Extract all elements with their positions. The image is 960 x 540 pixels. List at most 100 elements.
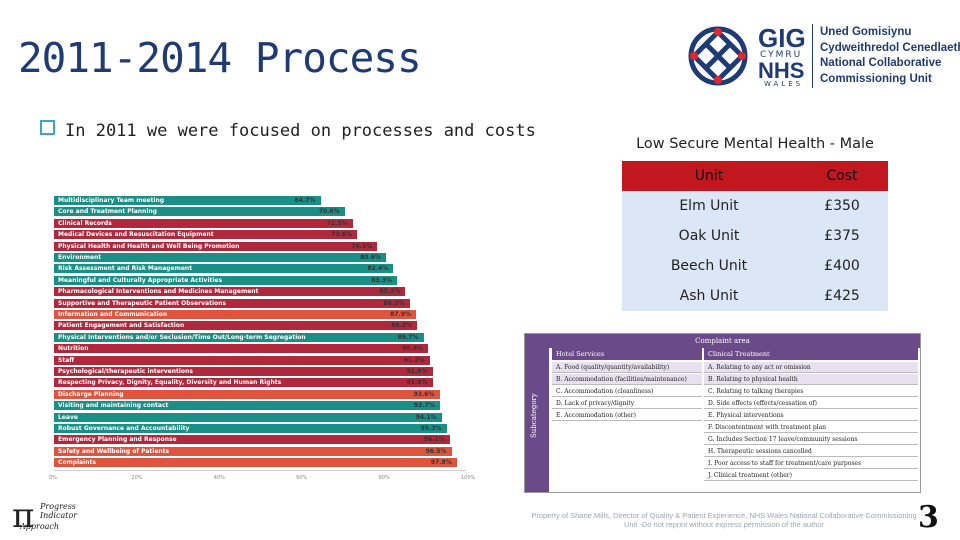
logo-line-1: Uned Gomisiynu	[820, 26, 912, 38]
chart-bar: Visiting and maintaining contact	[54, 401, 441, 411]
bar-value-label: 86.3%	[383, 299, 405, 307]
clinical-treatment-item: C. Relating to talking therapies	[704, 386, 918, 397]
x-tick-label: 60%	[296, 475, 308, 481]
bar-value-label: 73.6%	[331, 231, 353, 239]
logo-nhs: NHS	[758, 58, 805, 83]
chart-bar: Pharmacological Interventions and Medici…	[54, 287, 406, 297]
cost-cell: £375	[796, 221, 888, 251]
bar-category-label: Respecting Privacy, Dignity, Equality, D…	[58, 379, 282, 387]
hotel-services-item: E. Accommodation (other)	[552, 410, 702, 421]
bar-value-label: 91.2%	[403, 356, 425, 364]
chart-bar: Risk Assessment and Risk Management	[54, 264, 394, 274]
bar-value-label: 88.2%	[391, 322, 413, 330]
bar-category-label: Safety and Wellbeing of Patients	[58, 447, 170, 455]
chart-bar: Robust Governance and Accountability	[54, 424, 447, 433]
chart-bar: Meaningful and Culturally Appropriate Ac…	[54, 275, 398, 285]
bullet-point: In 2011 we were focused on processes and…	[40, 120, 536, 141]
logo-line-3: National Collaborative	[820, 57, 942, 70]
bar-category-label: Leave	[58, 413, 78, 421]
complaint-table-header: Complaint area	[525, 334, 920, 348]
logo-gig: GIG	[758, 23, 806, 53]
pi-symbol-icon: π	[12, 496, 35, 536]
unit-cell: Oak Unit	[622, 221, 796, 251]
bar-category-label: Pharmacological Interventions and Medici…	[58, 288, 259, 296]
chart-bar: Clinical Records	[54, 218, 353, 228]
bar-value-label: 96.5%	[425, 447, 447, 455]
hotel-services-item: A. Food (quality/quantity/availability)	[552, 362, 702, 373]
bar-category-label: Psychological/therapeutic interventions	[58, 368, 193, 375]
x-tick-label: 40%	[213, 475, 225, 481]
clinical-treatment-item: B. Relating to physical health	[704, 374, 918, 385]
cost-table-header-unit: Unit	[622, 161, 796, 191]
x-tick-label: 100%	[461, 475, 476, 481]
bar-category-label: Staff	[58, 356, 75, 364]
x-axis-line	[54, 470, 466, 471]
bar-category-label: Environment	[58, 254, 102, 261]
chart-bar: Information and Communication	[54, 310, 417, 319]
logo-unit-names: Uned Gomisiynu Cydweithredol Cenedlaetho…	[820, 25, 960, 87]
bar-category-label: Supportive and Therapeutic Patient Obser…	[58, 299, 226, 307]
bullet-text: In 2011 we were focused on processes and…	[65, 121, 536, 141]
bar-category-label: Robust Governance and Accountability	[58, 425, 190, 432]
cost-cell: £350	[796, 191, 888, 221]
chart-bar: Staff	[54, 355, 430, 365]
table-row: Elm Unit £350	[622, 191, 888, 221]
clinical-treatment-item: F. Discontentment with treatment plan	[704, 422, 918, 433]
bar-category-label: Discharge Planning	[58, 390, 124, 398]
bar-category-label: Meaningful and Culturally Appropriate Ac…	[58, 276, 223, 284]
bar-category-label: Risk Assessment and Risk Management	[58, 265, 193, 273]
logo-wales: WALES	[764, 80, 804, 88]
bar-value-label: 80.6%	[360, 254, 381, 261]
chart-bar: Core and Treatment Planning	[54, 207, 345, 217]
subcategory-label: Subcategory	[530, 393, 538, 438]
bar-value-label: 97.8%	[430, 459, 452, 467]
checkbox-bullet-icon	[40, 120, 55, 135]
logo-line-2: Cydweithredol Cenedlaethol	[820, 41, 960, 54]
bar-value-label: 82.4%	[367, 265, 389, 273]
x-tick-label: 0%	[49, 475, 57, 481]
chart-bar: Discharge Planning	[54, 389, 440, 399]
hotel-services-item: C. Accommodation (cleanliness)	[552, 386, 702, 397]
celtic-knot-icon	[688, 26, 748, 86]
clinical-treatment-item: D. Side effects (effects/cessation of)	[704, 398, 918, 409]
cost-table-caption: Low Secure Mental Health - Male	[622, 126, 888, 161]
chart-bar: Safety and Wellbeing of Patients	[54, 446, 452, 456]
complaint-side-bar: Subcategory	[525, 348, 549, 492]
chart-bar: Physical Health and Health and Well Bein…	[54, 241, 378, 251]
unit-cell: Elm Unit	[622, 191, 796, 221]
bar-value-label: 70.6%	[318, 208, 340, 216]
chart-bar: Patient Engagement and Satisfaction	[54, 321, 418, 331]
clinical-treatment-header: Clinical Treatment	[704, 348, 918, 360]
clinical-treatment-item: G. Includes Section 17 leave/community s…	[704, 434, 918, 445]
unit-cell: Beech Unit	[622, 251, 796, 281]
bar-category-label: Clinical Records	[58, 219, 112, 227]
x-tick-label: 80%	[378, 475, 390, 481]
clinical-treatment-item: I. Poor access to staff for treatment/ca…	[704, 458, 918, 469]
logo-divider	[812, 24, 813, 88]
logo-line-4: Commissioning Unit	[820, 72, 932, 85]
bar-value-label: 91.9%	[406, 379, 428, 387]
progress-indicator-logo: π Progress Indicator Approach	[6, 496, 96, 538]
compliance-bar-chart: Multidisciplinary Team meeting 64.7% Core …	[49, 190, 480, 490]
table-row: Oak Unit £375	[622, 221, 888, 251]
bar-category-label: Physical Health and Health and Well Bein…	[58, 242, 240, 250]
hotel-services-header: Hotel Services	[552, 348, 702, 360]
cost-cell: £400	[796, 251, 888, 281]
bar-value-label: 64.7%	[294, 197, 316, 204]
bar-category-label: Information and Communication	[58, 311, 168, 318]
pi-logo-line-1: Progress	[40, 502, 76, 511]
chart-bar: Respecting Privacy, Dignity, Equality, D…	[54, 378, 433, 388]
clinical-treatment-item: J. Clinical treatment (other)	[704, 470, 918, 481]
bar-category-label: Multidisciplinary Team meeting	[58, 197, 165, 204]
chart-bar: Environment	[54, 253, 387, 262]
unit-cell: Ash Unit	[622, 281, 796, 311]
logo-cymru: CYMRU	[760, 50, 803, 60]
footnote: Property of Shane Mills, Director of Qua…	[531, 511, 917, 529]
bar-value-label: 93.7%	[414, 402, 435, 410]
bar-value-label: 95.3%	[420, 425, 442, 432]
chart-bar: Supportive and Therapeutic Patient Obser…	[54, 298, 410, 308]
bar-value-label: 94.1%	[415, 413, 437, 421]
bar-category-label: Nutrition	[58, 345, 89, 353]
hotel-services-item: D. Lack of privacy/dignity	[552, 398, 702, 409]
cost-table: Low Secure Mental Health - Male Unit Cos…	[622, 126, 888, 311]
